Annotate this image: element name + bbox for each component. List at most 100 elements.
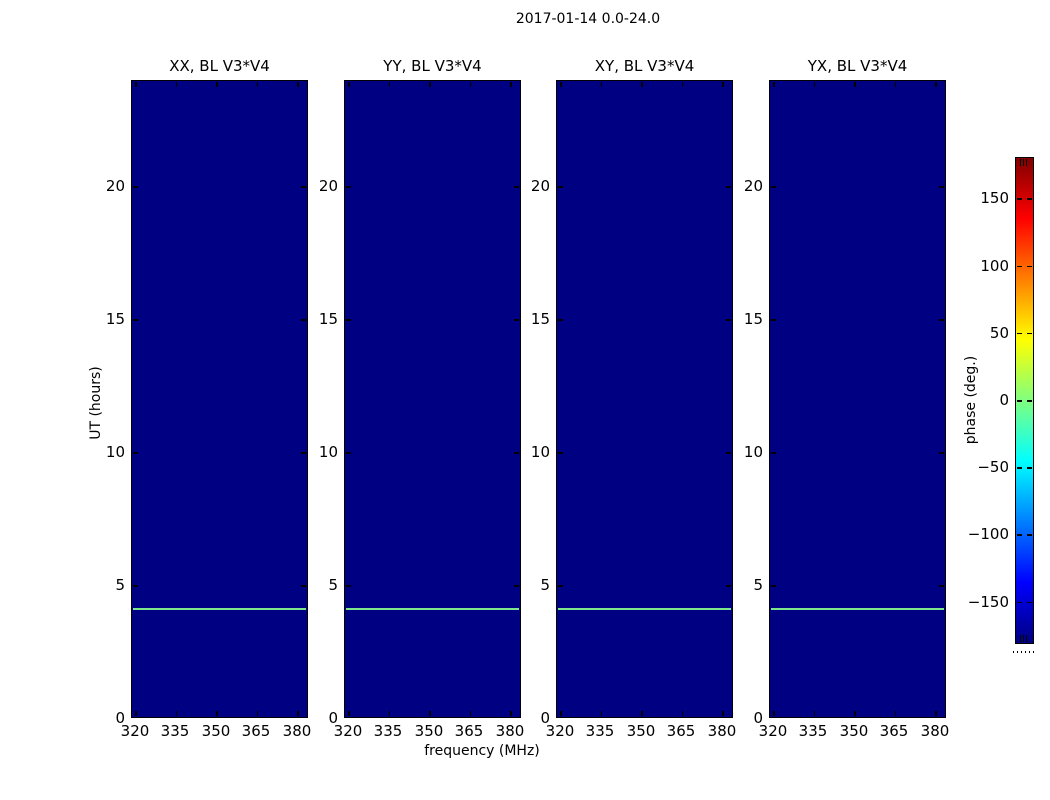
x-tick-label: 320 bbox=[758, 722, 788, 740]
tick-mark bbox=[726, 319, 731, 321]
tick-mark bbox=[935, 82, 937, 87]
colorbar-minor-ticks-top bbox=[1020, 159, 1029, 166]
tick-mark bbox=[1017, 265, 1022, 268]
tick-mark bbox=[514, 585, 519, 587]
x-tick-label: 335 bbox=[585, 722, 615, 740]
x-tick-label: 350 bbox=[201, 722, 231, 740]
tick-mark bbox=[469, 711, 472, 716]
colorbar-tick-label: −150 bbox=[967, 593, 1009, 611]
tick-mark bbox=[135, 82, 137, 87]
tick-mark bbox=[297, 711, 299, 716]
heatmap-area bbox=[131, 80, 308, 718]
y-tick-label: 20 bbox=[105, 177, 125, 195]
y-tick-label: 10 bbox=[105, 443, 125, 461]
tick-mark bbox=[1027, 332, 1032, 335]
tick-mark bbox=[1027, 467, 1032, 469]
x-tick-label: 365 bbox=[241, 722, 271, 740]
tick-mark bbox=[773, 711, 775, 716]
tick-mark bbox=[722, 82, 724, 87]
tick-mark bbox=[681, 82, 684, 87]
x-tick-label: 335 bbox=[373, 722, 403, 740]
figure-title: 2017-01-14 0.0-24.0 bbox=[515, 11, 661, 27]
colorbar-axis-label: phase (deg.) bbox=[963, 355, 979, 445]
tick-mark bbox=[135, 711, 137, 716]
tick-mark bbox=[514, 186, 519, 188]
tick-mark bbox=[510, 711, 512, 716]
tick-mark bbox=[558, 319, 563, 321]
x-tick-label: 350 bbox=[839, 722, 869, 740]
tick-mark bbox=[681, 711, 684, 716]
y-tick-label: 20 bbox=[743, 177, 763, 195]
tick-mark bbox=[1017, 198, 1022, 200]
tick-mark bbox=[641, 82, 643, 87]
subplot-title: XX, BL V3*V4 bbox=[169, 57, 270, 75]
tick-mark bbox=[600, 82, 603, 87]
y-tick-label: 0 bbox=[540, 709, 550, 727]
tick-mark bbox=[854, 711, 856, 716]
tick-mark bbox=[726, 452, 731, 454]
tick-mark bbox=[722, 711, 724, 716]
tick-mark bbox=[1027, 601, 1032, 604]
y-tick-label: 5 bbox=[540, 576, 550, 594]
y-tick-label: 5 bbox=[753, 576, 763, 594]
y-tick-label: 5 bbox=[115, 576, 125, 594]
tick-mark bbox=[1027, 265, 1032, 268]
subplot-title: YY, BL V3*V4 bbox=[383, 57, 482, 75]
phase-stripe bbox=[771, 608, 944, 610]
x-tick-label: 380 bbox=[707, 722, 737, 740]
tick-mark bbox=[256, 711, 259, 716]
tick-mark bbox=[175, 711, 178, 716]
y-tick-label: 15 bbox=[318, 310, 338, 328]
x-tick-label: 365 bbox=[454, 722, 484, 740]
y-tick-label: 0 bbox=[115, 709, 125, 727]
tick-mark bbox=[1027, 534, 1032, 536]
tick-mark bbox=[348, 711, 350, 716]
tick-mark bbox=[348, 82, 350, 87]
tick-mark bbox=[510, 82, 512, 87]
tick-mark bbox=[558, 585, 563, 587]
y-tick-label: 0 bbox=[753, 709, 763, 727]
tick-mark bbox=[854, 82, 856, 87]
y-tick-label: 0 bbox=[328, 709, 338, 727]
y-tick-label: 10 bbox=[318, 443, 338, 461]
tick-mark bbox=[175, 82, 178, 87]
heatmap-area bbox=[344, 80, 521, 718]
tick-mark bbox=[939, 452, 944, 454]
tick-mark bbox=[133, 585, 138, 587]
tick-mark bbox=[133, 186, 138, 188]
x-tick-label: 380 bbox=[495, 722, 525, 740]
x-tick-label: 335 bbox=[798, 722, 828, 740]
x-tick-label: 320 bbox=[545, 722, 575, 740]
tick-mark bbox=[514, 452, 519, 454]
x-tick-label: 320 bbox=[333, 722, 363, 740]
tick-mark bbox=[771, 585, 776, 587]
y-tick-label: 10 bbox=[530, 443, 550, 461]
tick-mark bbox=[514, 319, 519, 321]
tick-mark bbox=[429, 711, 431, 716]
tick-mark bbox=[935, 711, 937, 716]
tick-mark bbox=[133, 452, 138, 454]
colorbar-tick-label: 0 bbox=[999, 391, 1009, 409]
tick-mark bbox=[558, 186, 563, 188]
tick-mark bbox=[560, 82, 562, 87]
tick-mark bbox=[771, 186, 776, 188]
y-axis-label: UT (hours) bbox=[88, 366, 104, 440]
tick-mark bbox=[346, 585, 351, 587]
tick-mark bbox=[388, 82, 391, 87]
x-tick-label: 380 bbox=[920, 722, 950, 740]
tick-mark bbox=[771, 452, 776, 454]
phase-stripe bbox=[558, 608, 731, 610]
tick-mark bbox=[726, 585, 731, 587]
tick-mark bbox=[771, 319, 776, 321]
heatmap-area bbox=[556, 80, 733, 718]
phase-stripe bbox=[133, 608, 306, 610]
y-tick-label: 15 bbox=[743, 310, 763, 328]
tick-mark bbox=[301, 319, 306, 321]
y-tick-label: 15 bbox=[530, 310, 550, 328]
tick-mark bbox=[894, 82, 897, 87]
tick-mark bbox=[346, 186, 351, 188]
tick-mark bbox=[346, 319, 351, 321]
tick-mark bbox=[1017, 332, 1022, 335]
colorbar-gradient bbox=[1015, 157, 1034, 644]
